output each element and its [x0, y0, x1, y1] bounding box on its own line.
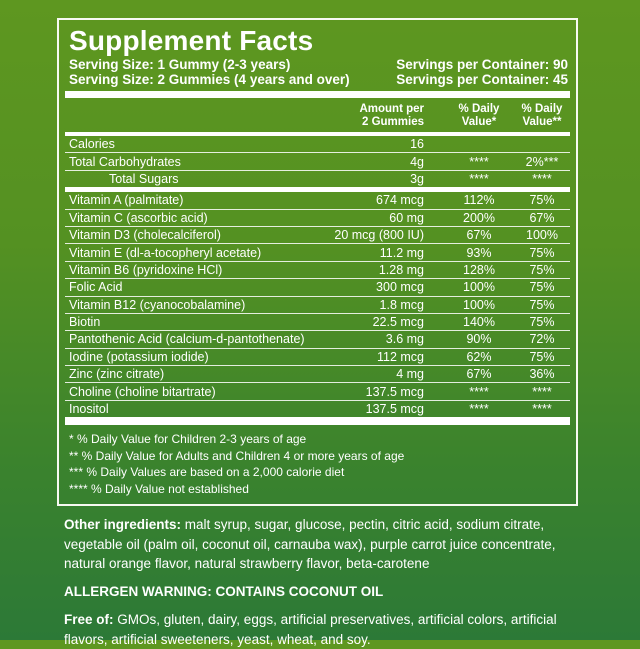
serving-size-row-1: Serving Size: 1 Gummy (2-3 years) Servin…: [65, 57, 570, 73]
table-row-biotin: Biotin 22.5 mcg 140% 75%: [65, 312, 570, 330]
servings-per-container-2: Servings per Container: 45: [396, 71, 568, 87]
free-of-label: Free of:: [64, 612, 114, 627]
serving-size-row-2: Serving Size: 2 Gummies (4 years and ove…: [65, 71, 570, 88]
table-row-total-carbohydrates: Total Carbohydrates 4g **** 2%***: [65, 152, 570, 169]
other-ingredients: Other ingredients: malt syrup, sugar, gl…: [64, 515, 594, 574]
table-row-pantothenic-acid: Pantothenic Acid (calcium-d-pantothenate…: [65, 330, 570, 347]
separator-under-headers: [65, 132, 570, 136]
footnote-2: ** % Daily Value for Adults and Children…: [69, 448, 405, 463]
table-row-zinc: Zinc (zinc citrate) 4 mg 67% 36%: [65, 365, 570, 382]
macro-rows: Calories 16 Total Carbohydrates 4g **** …: [65, 136, 570, 187]
panel-title: Supplement Facts: [69, 25, 314, 56]
column-header-daily-value-children: % Daily Value*: [458, 103, 500, 128]
servings-per-container-1: Servings per Container: 90: [396, 57, 568, 72]
table-row-total-sugars: Total Sugars 3g **** ****: [65, 169, 570, 187]
column-header-daily-value-adults: % Daily Value**: [521, 103, 563, 128]
table-row-iodine: Iodine (potassium iodide) 112 mcg 62% 75…: [65, 347, 570, 365]
table-row-choline: Choline (choline bitartrate) 137.5 mcg *…: [65, 382, 570, 399]
table-row-vitamin-b12: Vitamin B12 (cyanocobalamine) 1.8 mcg 10…: [65, 295, 570, 313]
separator-thick-top: [65, 91, 570, 98]
other-ingredients-label: Other ingredients:: [64, 517, 182, 532]
serving-size-2: Serving Size: 2 Gummies (4 years and ove…: [69, 71, 350, 87]
table-row-vitamin-e: Vitamin E (dl-a-tocopheryl acetate) 11.2…: [65, 243, 570, 260]
footnotes: * % Daily Value for Children 2-3 years o…: [69, 431, 570, 497]
free-of: Free of: GMOs, gluten, dairy, eggs, arti…: [64, 610, 594, 649]
footnote-1: * % Daily Value for Children 2-3 years o…: [69, 432, 307, 447]
column-header-amount: Amount per 2 Gummies: [359, 103, 424, 128]
table-row-inositol: Inositol 137.5 mcg **** ****: [65, 399, 570, 417]
free-of-text: GMOs, gluten, dairy, eggs, artificial pr…: [64, 612, 557, 647]
table-row-vitamin-a: Vitamin A (palmitate) 674 mcg 112% 75%: [69, 193, 555, 208]
table-row-vitamin-b6: Vitamin B6 (pyridoxine HCl) 1.28 mg 128%…: [65, 260, 570, 278]
nutrient-rows: Vitamin A (palmitate) 674 mcg 112% 75% V…: [65, 192, 570, 417]
table-row-vitamin-c: Vitamin C (ascorbic acid) 60 mg 200% 67%: [65, 208, 570, 226]
footnote-3: *** % Daily Values are based on a 2,000 …: [69, 465, 345, 480]
serving-size-1: Serving Size: 1 Gummy (2-3 years): [69, 57, 291, 72]
separator-thick-bottom: [65, 417, 570, 426]
table-row-vitamin-d3: Vitamin D3 (cholecalciferol) 20 mcg (800…: [65, 225, 570, 243]
separator-macros-nutrients: [65, 187, 570, 193]
other-ingredients-text: malt syrup, sugar, glucose, pectin, citr…: [64, 517, 556, 571]
table-row-folic-acid: Folic Acid 300 mcg 100% 75%: [65, 278, 570, 295]
allergen-warning: ALLERGEN WARNING: CONTAINS COCONUT OIL: [64, 583, 384, 599]
supplement-facts-panel: Supplement Facts Serving Size: 1 Gummy (…: [57, 18, 578, 506]
column-headers: Amount per 2 Gummies % Daily Value* % Da…: [65, 103, 570, 129]
table-row-calories: Calories 16: [69, 137, 424, 152]
footnote-4: **** % Daily Value not established: [69, 481, 249, 496]
bottom-info: Other ingredients: malt syrup, sugar, gl…: [64, 515, 594, 649]
